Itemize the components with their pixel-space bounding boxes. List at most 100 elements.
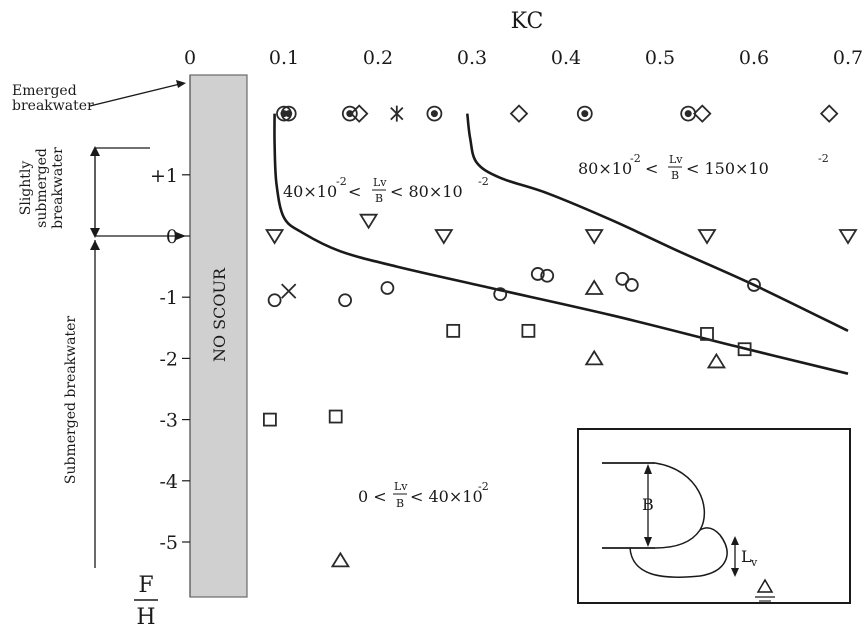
marker-circle — [493, 287, 508, 302]
y-tick-label: -5 — [159, 532, 178, 554]
x-tick-label: 0.1 — [269, 47, 299, 69]
ann-up-left-exp: -2 — [630, 152, 641, 165]
emerged-label-line1: Emerged — [12, 83, 77, 99]
inset-diagram: B L v — [577, 428, 851, 604]
ann-low-num: Lv — [394, 480, 408, 493]
marker-square — [700, 327, 714, 341]
marker-dot — [684, 110, 692, 118]
ann-mid-left: 40×10 — [283, 182, 337, 201]
x-tick-label: 0.5 — [645, 47, 675, 69]
marker-diamond — [693, 104, 712, 123]
ann-mid-den: B — [375, 192, 383, 205]
ann-mid-num: Lv — [373, 176, 387, 189]
ann-mid-exp: -2 — [478, 175, 489, 188]
ann-mid-lt2: < 80×10 — [390, 182, 463, 201]
marker-dot-circle — [426, 105, 443, 122]
y-tick-label: -3 — [159, 410, 178, 432]
marker-triangle-up — [584, 279, 604, 295]
y-tick-label: -1 — [159, 287, 178, 309]
inset-lv-label: L — [741, 547, 752, 566]
curve-boundary-0.4 — [273, 113, 849, 375]
marker-dot — [581, 110, 589, 118]
y-tick-label: -2 — [159, 348, 178, 370]
marker-square — [446, 323, 461, 338]
ann-mid-lt1: < — [348, 182, 361, 201]
boundary-curves — [273, 113, 849, 375]
ann-low-right: < 40×10 — [410, 487, 483, 506]
marker-dot-circle — [576, 105, 593, 122]
marker-square — [521, 323, 536, 338]
y-tick-labels: +1 0 -1 -2 -3 -4 -5 — [150, 165, 190, 554]
ann-up-exp: -2 — [818, 152, 829, 165]
submerged-label: Submerged breakwater — [63, 316, 79, 484]
annotation-upper: 80×10 -2 < Lv B < 150×10 -2 — [578, 152, 829, 182]
y-axis-label-denominator: H — [136, 605, 155, 630]
ann-up-lt2: < 150×10 — [686, 159, 769, 178]
marker-dot-circle — [280, 105, 297, 122]
marker-circle — [380, 281, 395, 295]
marker-triangle-down — [697, 229, 717, 245]
y-tick-label: 0 — [166, 226, 178, 248]
marker-triangle-up — [330, 551, 351, 568]
marker-circle — [267, 293, 282, 308]
slightly-submerged-line2: submerged — [34, 148, 50, 228]
y-axis-label-numerator: F — [138, 573, 153, 598]
marker-square — [328, 409, 343, 424]
ann-low-exp: -2 — [478, 480, 489, 493]
x-tick-label: 0.2 — [363, 47, 393, 69]
emerged-arrow-head — [176, 80, 186, 88]
marker-dot — [430, 110, 438, 118]
marker-square — [262, 412, 277, 427]
marker-circle — [615, 271, 630, 286]
inset-scour-outline-lower — [629, 527, 728, 578]
no-scour-region — [189, 74, 248, 598]
y-tick-label: +1 — [150, 165, 178, 187]
inset-b-label: B — [642, 495, 654, 514]
y-tick-label: -4 — [159, 471, 178, 493]
marker-dot-circle — [341, 105, 358, 122]
marker-diamond — [349, 104, 369, 123]
emerged-label-line2: breakwater — [12, 98, 94, 114]
curve-boundary-0.8 — [466, 113, 849, 333]
ann-mid-left-exp: -2 — [336, 175, 347, 188]
inset-lv-sub: v — [750, 556, 758, 569]
ann-low-left: 0 < — [358, 487, 387, 506]
marker-triangle-down — [838, 229, 858, 245]
marker-triangle-up — [584, 349, 604, 366]
marker-triangle-down — [434, 229, 454, 245]
ann-up-lt1: < — [645, 159, 658, 178]
inset-scour-outline-upper — [654, 462, 706, 549]
marker-triangle-down — [358, 213, 379, 230]
ann-up-left: 80×10 — [578, 159, 632, 178]
marker-dot — [285, 110, 293, 118]
marker-square — [737, 342, 752, 357]
marker-diamond — [509, 104, 529, 123]
x-tick-labels: 0 0.1 0.2 0.3 0.4 0.5 0.6 0.7 — [184, 47, 863, 69]
marker-star — [390, 105, 404, 122]
x-tick-label: 0.6 — [739, 47, 769, 69]
marker-triangle-up — [706, 352, 727, 369]
chart-title: KC — [511, 9, 544, 34]
marker-triangle-down — [584, 229, 604, 245]
slightly-submerged-line1: Slightly — [18, 161, 34, 216]
annotation-lower: 0 < Lv B < 40×10 -2 — [358, 480, 489, 510]
ann-up-den: B — [671, 169, 679, 182]
ann-up-num: Lv — [669, 153, 683, 166]
slightly-submerged-line3: breakwater — [50, 147, 66, 229]
slightly-submerged-bracket — [90, 146, 150, 238]
data-markers — [262, 104, 858, 568]
emerged-arrow-line — [89, 83, 181, 107]
marker-circle — [540, 268, 555, 283]
ann-low-den: B — [396, 497, 404, 510]
x-tick-label: 0 — [184, 47, 196, 69]
inset-water-level-symbol — [756, 578, 774, 593]
marker-cross — [281, 283, 297, 299]
x-tick-label: 0.3 — [457, 47, 487, 69]
marker-circle — [338, 293, 353, 308]
marker-circle — [530, 267, 545, 281]
marker-circle — [747, 278, 761, 292]
inset-frame — [577, 428, 851, 604]
marker-diamond — [819, 104, 839, 123]
marker-triangle-down — [264, 229, 285, 245]
